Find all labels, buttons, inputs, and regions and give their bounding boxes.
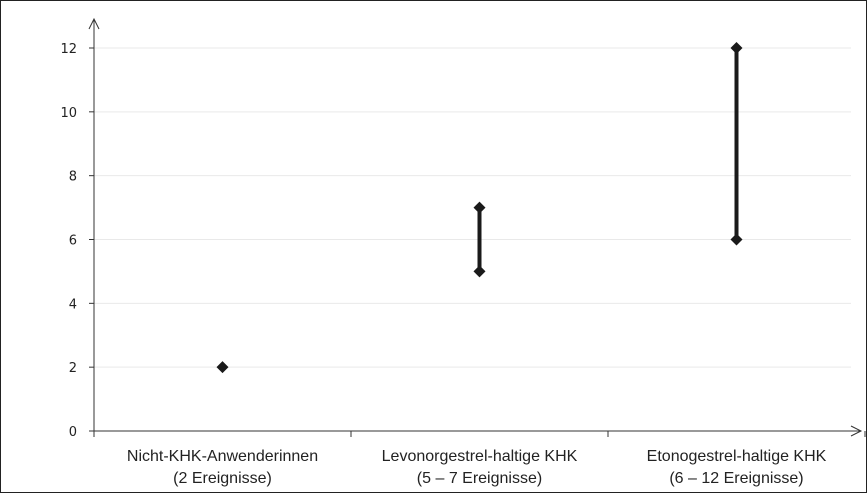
x-axis-ticks: Nicht-KHK-Anwenderinnen (2 Ereignisse) Lev… — [93, 431, 866, 487]
y-tick-label: 4 — [69, 297, 77, 312]
category-sublabel: (6 – 12 Ereignisse) — [669, 470, 803, 487]
y-tick-label: 0 — [69, 425, 77, 440]
y-tick-label: 6 — [69, 234, 77, 249]
range-marker — [473, 201, 486, 214]
category-label: Levonorgestrel-haltige KHK — [382, 448, 578, 465]
category-label: Etonogestrel-haltige KHK — [647, 448, 827, 465]
range-series — [216, 42, 743, 374]
category-label: Nicht-KHK-Anwenderinnen — [127, 448, 318, 465]
range-marker — [730, 233, 743, 246]
range-marker — [216, 361, 229, 374]
y-axis-arrow — [88, 17, 100, 30]
range-marker — [473, 265, 486, 278]
category-sublabel: (5 – 7 Ereignisse) — [417, 470, 542, 487]
range-marker — [730, 42, 743, 54]
y-tick-label: 2 — [69, 361, 77, 376]
y-tick-label: 12 — [60, 42, 77, 57]
gridlines — [94, 47, 851, 368]
y-tick-label: 8 — [69, 170, 77, 185]
category-sublabel: (2 Ereignisse) — [173, 470, 272, 487]
x-axis-arrow — [850, 425, 863, 437]
y-axis-ticks: 0 2 4 6 8 10 12 — [60, 42, 94, 440]
y-tick-label: 10 — [60, 106, 77, 121]
